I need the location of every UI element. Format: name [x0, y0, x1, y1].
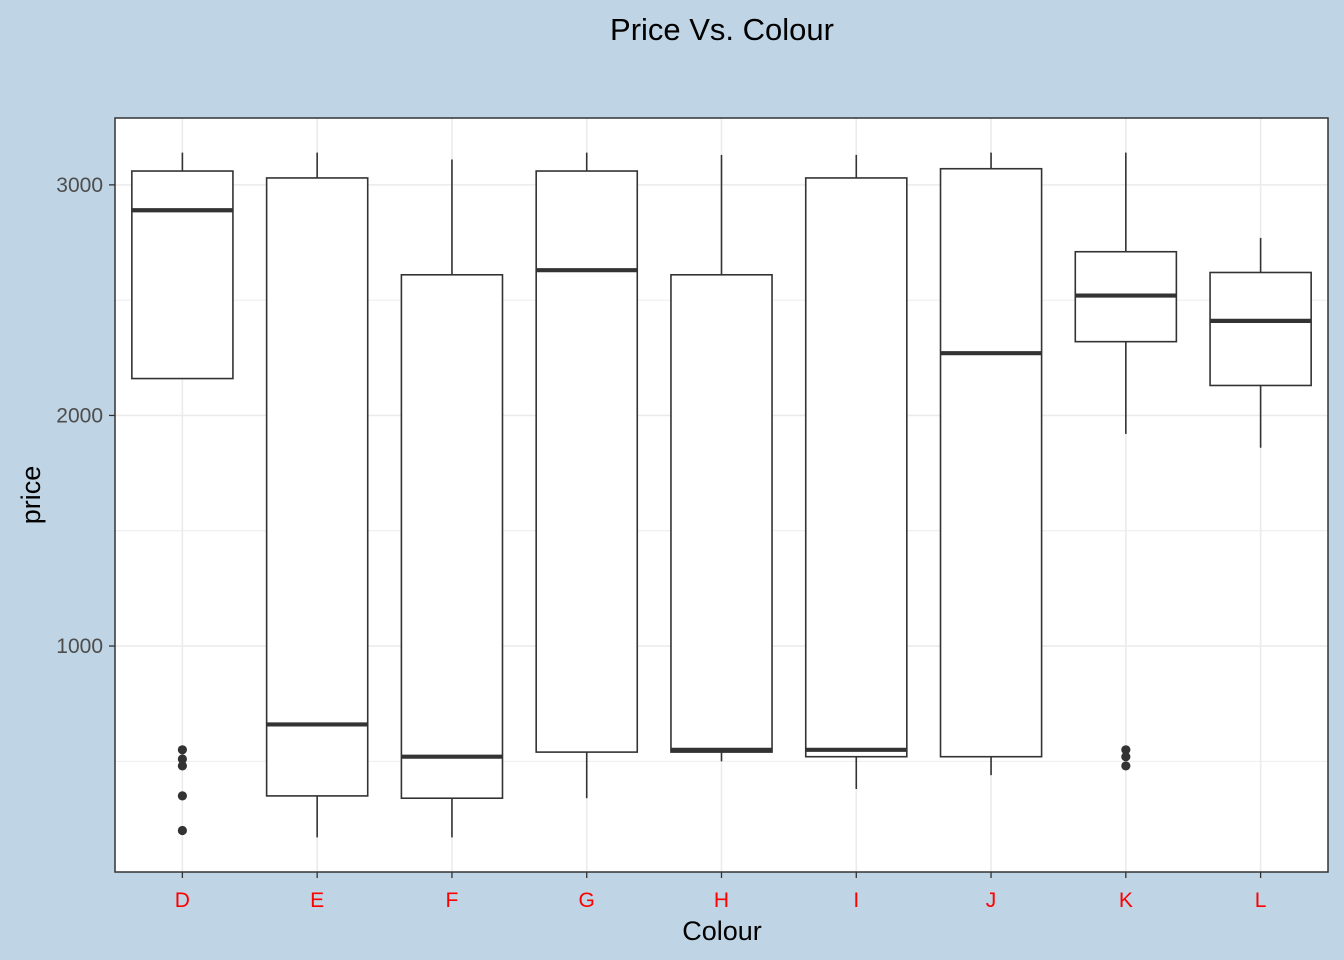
box-e — [265, 152, 369, 838]
box-iqr — [400, 273, 504, 800]
chart-title: Price Vs. Colour — [610, 12, 834, 47]
x-tick-label-f: F — [446, 889, 459, 912]
box-d — [131, 152, 234, 836]
y-axis-title: price — [16, 466, 46, 525]
outlier-point — [1121, 752, 1131, 762]
x-axis: D E F G H I J K L — [175, 872, 1267, 912]
x-tick-label-g: G — [579, 889, 595, 912]
x-tick-label-h: H — [714, 889, 729, 912]
box-iqr — [131, 170, 234, 380]
outlier-point — [177, 825, 187, 836]
y-tick-label: 2000 — [56, 404, 103, 427]
x-tick-label-l: L — [1255, 889, 1267, 912]
outlier-point — [177, 791, 187, 801]
y-tick-label: 1000 — [56, 635, 103, 658]
box-g — [535, 152, 639, 799]
box-l — [1209, 237, 1312, 448]
box-k — [1074, 152, 1178, 771]
outlier-point — [1121, 761, 1131, 771]
box-series — [131, 152, 1312, 838]
x-axis-title: Colour — [682, 916, 762, 946]
x-tick-label-i: I — [853, 889, 859, 912]
box-iqr — [939, 167, 1043, 758]
box-f — [400, 159, 504, 838]
box-iqr — [1209, 271, 1312, 387]
box-j — [939, 152, 1043, 776]
box-h — [670, 154, 773, 762]
outlier-point — [177, 754, 187, 764]
outlier-point — [177, 761, 187, 771]
outlier-point — [1121, 745, 1131, 755]
x-tick-label-k: K — [1119, 889, 1133, 912]
box-iqr — [670, 273, 773, 753]
box-i — [804, 154, 908, 789]
y-axis: 1000 2000 3000 — [56, 174, 115, 658]
x-tick-label-e: E — [310, 889, 324, 912]
box-iqr — [804, 177, 908, 758]
box-iqr — [535, 170, 639, 753]
x-tick-label-d: D — [175, 889, 190, 912]
x-tick-label-j: J — [986, 889, 997, 912]
y-tick-label: 3000 — [56, 174, 103, 197]
outlier-point — [177, 745, 187, 755]
box-iqr — [265, 177, 369, 797]
